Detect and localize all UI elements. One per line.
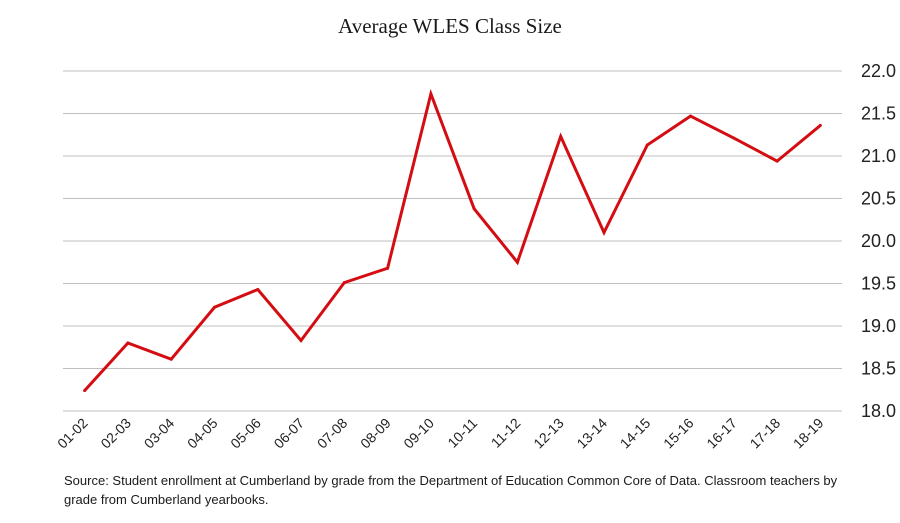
x-tick-label: 05-06 [227,415,264,452]
data-point [256,287,260,291]
x-tick-label: 03-04 [141,415,178,452]
series-layer [83,88,822,393]
x-tick-label: 13-14 [573,415,610,452]
data-point [299,338,303,342]
data-point [732,136,736,140]
data-point [645,143,649,147]
y-tick-label: 19.0 [861,316,896,336]
x-tick-label: 12-13 [530,415,567,452]
data-point [429,92,433,96]
y-tick-label: 21.0 [861,146,896,166]
gridlines [63,70,842,412]
data-point [126,341,130,345]
data-point [83,389,87,393]
y-axis-ticks: 18.0 18.5 19.0 19.5 20.0 20.5 21.0 21.5 22.0 [861,61,896,421]
x-tick-label: 14-15 [617,415,654,452]
x-tick-label: 11-12 [488,415,524,451]
x-tick-label: 04-05 [184,415,221,452]
y-tick-label: 21.5 [861,104,896,124]
data-point [559,134,563,138]
data-point [602,231,606,234]
y-tick-label: 20.0 [861,231,896,251]
x-tick-label: 02-03 [97,415,134,452]
y-tick-label: 20.5 [861,189,896,209]
data-point [386,266,390,270]
data-point [818,123,822,127]
y-tick-label: 22.0 [861,61,896,81]
data-point [689,114,693,118]
x-tick-label: 09-10 [400,415,437,452]
x-tick-label: 16-17 [703,415,740,452]
y-tick-label: 19.5 [861,274,896,294]
data-point [342,281,346,285]
x-tick-label: 17-18 [747,415,784,452]
x-tick-label: 08-09 [357,415,394,452]
data-point [169,357,173,361]
data-point [515,260,519,264]
y-tick-label: 18.5 [861,359,896,379]
x-tick-label: 07-08 [314,415,351,452]
x-tick-label: 01-02 [54,415,91,452]
chart-title: Average WLES Class Size [338,14,562,38]
source-footnote: Source: Student enrollment at Cumberland… [64,473,838,507]
x-tick-label: 10-11 [444,415,480,451]
data-point [472,207,476,211]
x-tick-label: 15-16 [660,415,697,452]
y-tick-label: 18.0 [861,401,896,421]
data-point [212,305,216,309]
x-tick-label: 06-07 [271,415,308,452]
data-point [775,159,779,163]
x-tick-label: 18-19 [790,415,827,452]
x-axis-ticks: 01-02 02-03 03-04 04-05 05-06 06-07 07-08 08-09… [54,415,827,452]
series-line [83,88,822,392]
